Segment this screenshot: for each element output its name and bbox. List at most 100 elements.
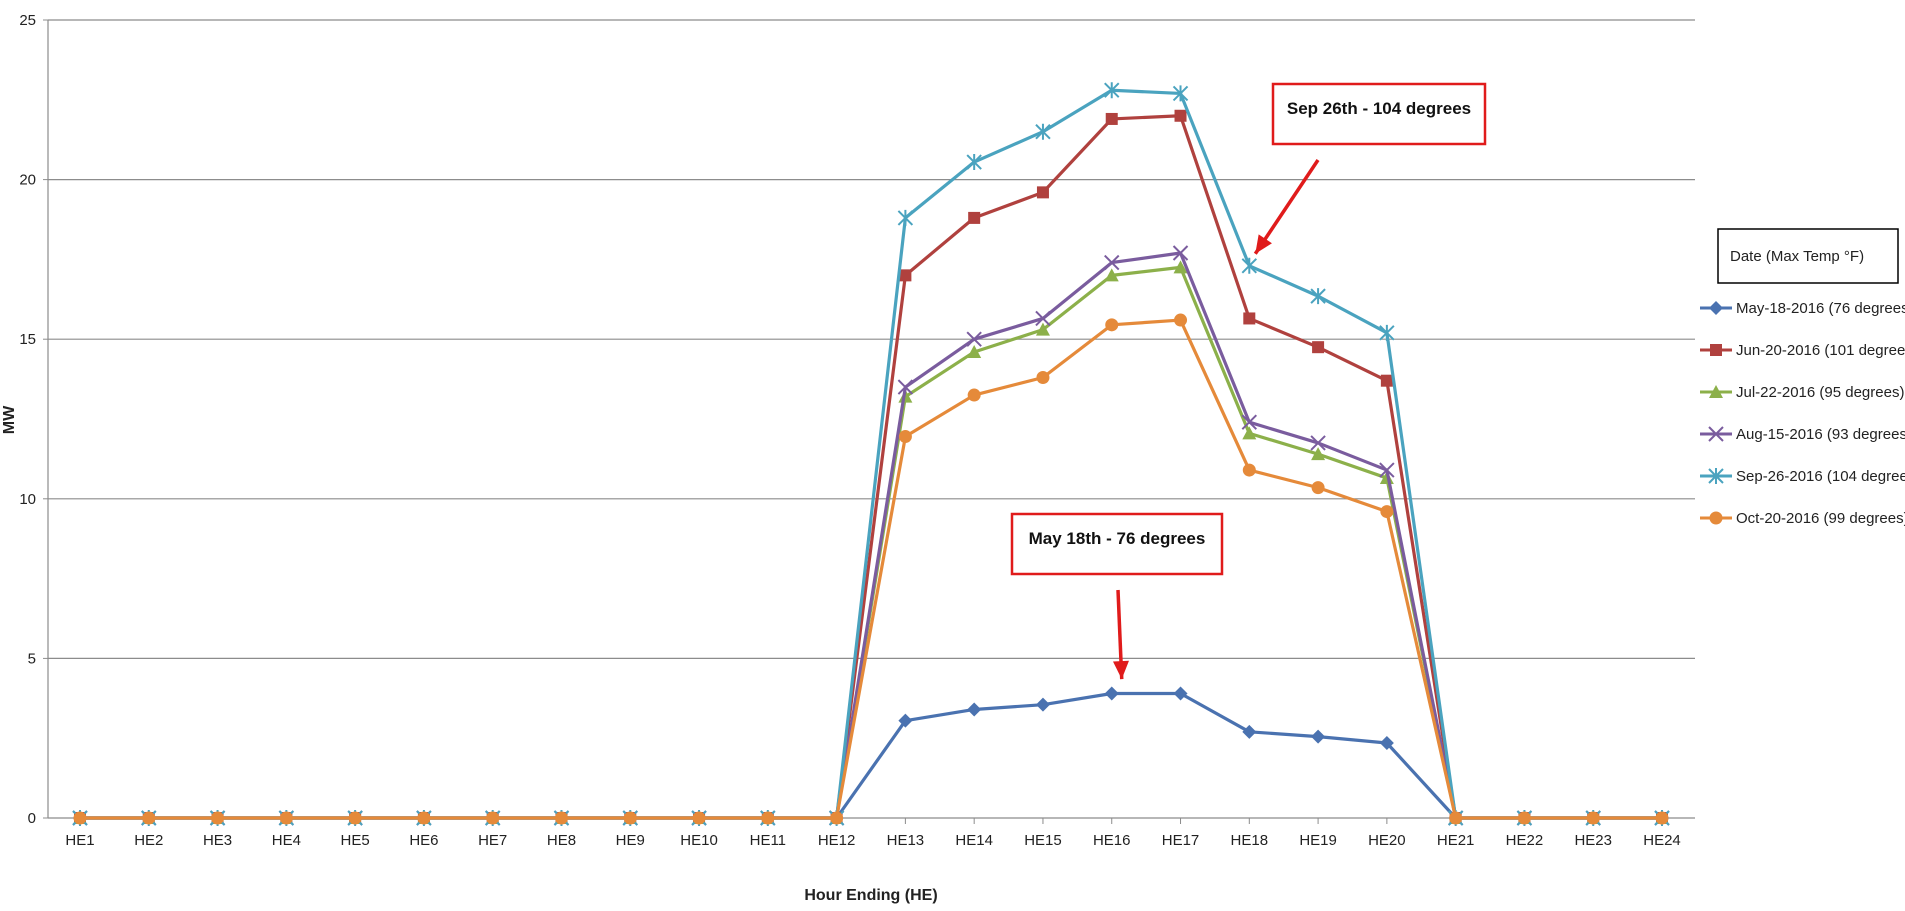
legend-marker [1708, 468, 1724, 484]
data-point [1379, 462, 1395, 478]
data-point [1036, 371, 1050, 385]
y-axis-title: MW [1, 405, 18, 434]
data-point [1241, 414, 1258, 430]
data-point [966, 331, 982, 347]
gridlines [48, 19, 1695, 819]
x-tick-label: HE16 [1093, 832, 1131, 849]
data-point [1379, 735, 1394, 750]
data-point [692, 811, 706, 825]
series-1 [74, 109, 1668, 824]
x-tick-label: HE17 [1162, 832, 1200, 849]
data-point [830, 811, 844, 825]
data-point [1105, 318, 1119, 332]
series-5 [73, 313, 1669, 825]
data-point [1105, 112, 1118, 125]
data-point [966, 154, 982, 171]
data-point [1035, 322, 1050, 336]
data-point [1311, 729, 1326, 744]
data-point [967, 702, 982, 717]
data-point [1104, 254, 1120, 271]
legend-item-5: Oct-20-2016 (99 degrees) [1700, 510, 1905, 527]
legend-marker [1709, 301, 1723, 315]
data-point [623, 811, 637, 825]
data-point [554, 811, 568, 825]
series-line [80, 318, 1662, 820]
data-point [142, 811, 156, 825]
data-point [1312, 341, 1325, 354]
data-point [1310, 288, 1326, 305]
annotation-arrow-shaft [1253, 159, 1320, 255]
annotation-1: May 18th - 76 degrees [1010, 512, 1224, 680]
legend-item-2: Jul-22-2016 (95 degrees) [1700, 384, 1904, 401]
x-tick-label: HE24 [1643, 832, 1681, 849]
series-lines [72, 82, 1670, 826]
data-point [1036, 186, 1049, 199]
legend-label: Jun-20-2016 (101 degrees) [1736, 342, 1905, 359]
data-point [1241, 257, 1258, 274]
data-point [897, 379, 914, 395]
x-tick-label: HE13 [887, 832, 925, 849]
legend-item-3: Aug-15-2016 (93 degrees) [1700, 426, 1905, 443]
legend-marker [1709, 385, 1723, 398]
data-point [73, 811, 87, 825]
data-point [1380, 374, 1393, 387]
x-tick-label: HE7 [478, 832, 507, 849]
annotation-box [1271, 82, 1487, 146]
data-point [1104, 82, 1120, 99]
legend-item-1: Jun-20-2016 (101 degrees) [1700, 342, 1905, 359]
data-point [211, 811, 225, 825]
data-point [967, 388, 981, 402]
data-point [1174, 109, 1187, 122]
y-tick-label: 5 [28, 650, 36, 667]
x-tick-label: HE3 [203, 832, 232, 849]
x-tick-label: HE6 [409, 832, 438, 849]
series-line [80, 88, 1662, 820]
legend-item-4: Sep-26-2016 (104 degrees) [1700, 468, 1905, 485]
data-point [1172, 245, 1189, 261]
data-point [1242, 426, 1257, 440]
data-point [897, 209, 914, 226]
legend-label: Jul-22-2016 (95 degrees) [1736, 384, 1904, 401]
data-point [486, 811, 500, 825]
series-line [80, 691, 1662, 820]
data-point [1172, 85, 1189, 102]
annotation-0: Sep 26th - 104 degrees [1253, 82, 1487, 255]
x-tick-label: HE14 [955, 832, 993, 849]
data-point [1379, 324, 1395, 341]
legend-title: Date (Max Temp °F) [1730, 248, 1864, 265]
data-point [1035, 697, 1050, 712]
x-tick-label: HE10 [680, 832, 718, 849]
y-tick-label: 10 [19, 491, 36, 508]
legend-marker [1709, 511, 1723, 525]
data-point [1035, 310, 1051, 327]
x-tick-label: HE2 [134, 832, 163, 849]
data-point [898, 713, 913, 728]
data-point [1655, 811, 1669, 825]
series-4 [72, 82, 1670, 826]
annotation-text: May 18th - 76 degrees [1029, 529, 1206, 548]
x-tick-label: HE15 [1024, 832, 1062, 849]
data-point [1035, 123, 1051, 140]
legend-label: Sep-26-2016 (104 degrees) [1736, 468, 1905, 485]
y-tick-label: 15 [19, 331, 36, 348]
data-point [417, 811, 431, 825]
data-point [899, 269, 912, 282]
y-tick-label: 20 [19, 172, 36, 189]
x-tick-label: HE4 [272, 832, 301, 849]
data-point [1104, 686, 1119, 701]
data-point [1310, 435, 1326, 451]
data-point [761, 811, 775, 825]
annotation-arrow-head [1112, 660, 1129, 680]
data-point [1173, 260, 1188, 274]
data-point [1104, 268, 1119, 282]
data-point [1449, 811, 1463, 825]
annotations: Sep 26th - 104 degrees May 18th - 76 degr… [1010, 82, 1487, 680]
data-point [348, 811, 362, 825]
annotation-text: Sep 26th - 104 degrees [1287, 99, 1471, 118]
legend-label: Aug-15-2016 (93 degrees) [1736, 426, 1905, 443]
data-point [967, 344, 982, 358]
x-tick-label: HE9 [616, 832, 645, 849]
data-point [1242, 724, 1257, 739]
y-tick-label: 25 [19, 12, 36, 29]
